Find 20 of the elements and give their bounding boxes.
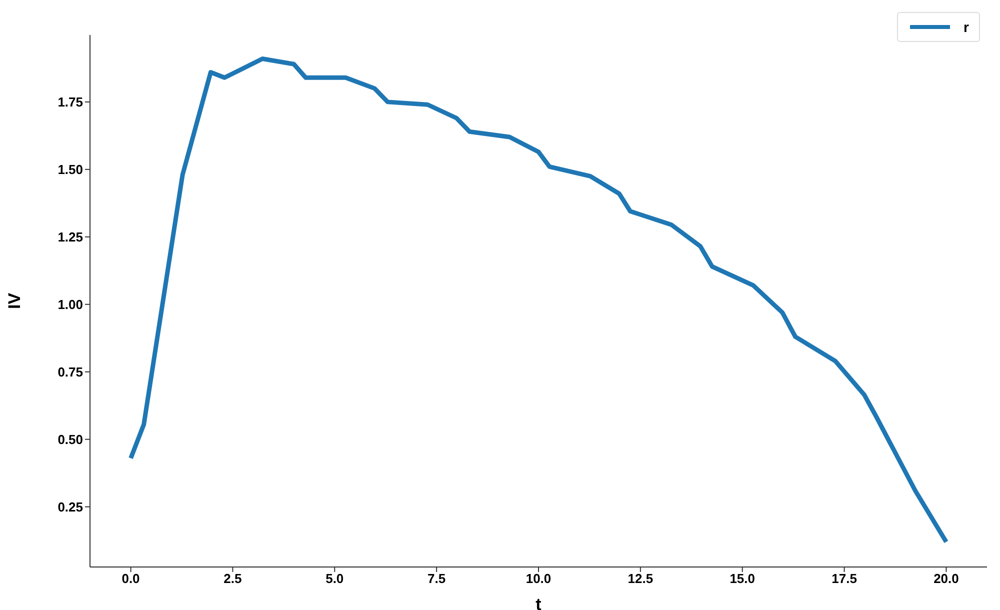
x-tick-label: 7.5 [428,571,446,586]
x-tick-label: 17.5 [832,571,857,586]
legend-label: r [964,19,969,35]
y-tick-label: 1.75 [58,94,83,110]
y-axis-title: IV [5,292,24,310]
y-tick-label: 1.25 [58,230,83,245]
x-tick-label: 5.0 [326,571,344,586]
x-tick-label: 15.0 [730,571,756,586]
y-tick-label: 1.50 [58,162,83,178]
x-axis-title: t [536,595,542,610]
y-tick-label: 0.25 [58,499,83,514]
y-tick-label: 0.50 [58,432,83,447]
x-tick-label: 20.0 [934,571,959,586]
x-tick-label: 0.0 [122,571,140,586]
y-tick-label: 1.00 [58,296,83,312]
y-tick-label: 0.75 [58,364,83,380]
x-tick-label: 2.5 [224,571,242,586]
x-tick-label: 10.0 [526,571,552,586]
line-series [128,56,948,544]
x-tick-label: 12.5 [628,571,654,586]
